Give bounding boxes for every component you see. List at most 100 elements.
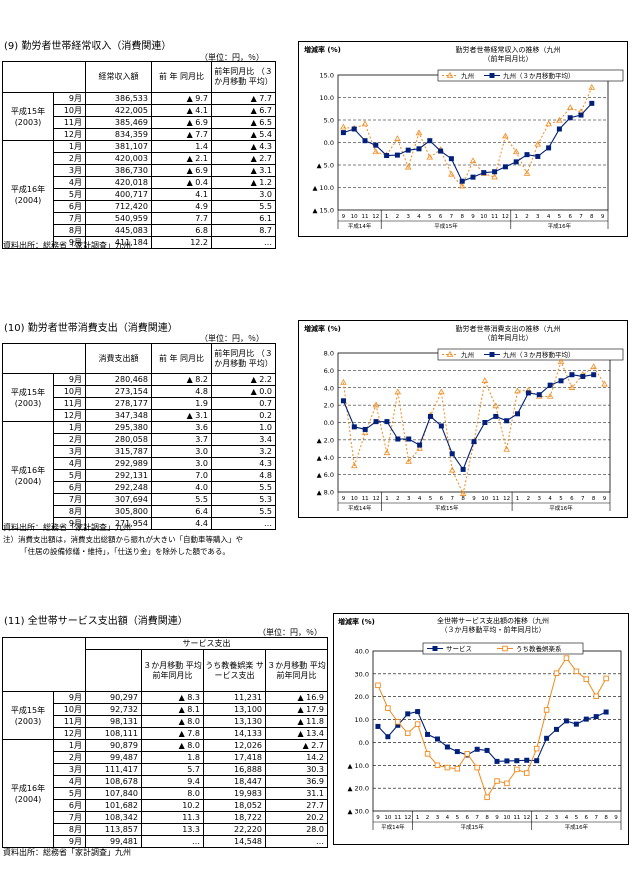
value-cell: ▲ 13.4 bbox=[265, 727, 328, 740]
data-point bbox=[415, 709, 421, 715]
data-point bbox=[474, 764, 480, 771]
value-cell: 6.8 bbox=[151, 224, 212, 237]
x-tick-label: 12 bbox=[502, 214, 509, 220]
section-11-unit: （単位：円，％） bbox=[258, 628, 322, 637]
x-tick-label: 1 bbox=[385, 496, 389, 502]
data-point bbox=[514, 758, 520, 764]
value-cell: 19,983 bbox=[203, 787, 266, 800]
value-cell: 1.9 bbox=[151, 397, 212, 410]
data-point bbox=[340, 378, 347, 385]
year-group-label: 平成16年 bbox=[548, 222, 572, 230]
data-point bbox=[384, 419, 390, 425]
data-point bbox=[524, 152, 530, 158]
data-point bbox=[362, 138, 368, 144]
data-point bbox=[394, 388, 402, 395]
table-row: 8月 445,083 6.8 8.7 bbox=[3, 224, 276, 237]
value-cell: ▲ 3.1 bbox=[211, 164, 276, 177]
table-row: 7月 540,959 7.7 6.1 bbox=[3, 212, 276, 225]
data-point bbox=[563, 655, 570, 661]
data-point bbox=[525, 390, 531, 396]
value-cell: 108,342 bbox=[85, 811, 142, 824]
y-tick-label: 0.0 bbox=[359, 739, 369, 747]
value-cell: 420,003 bbox=[85, 152, 152, 165]
table-row: 9月 411,184 12.2… bbox=[3, 236, 276, 249]
data-point bbox=[601, 380, 608, 387]
x-tick-label: 5 bbox=[456, 815, 460, 821]
value-cell: 292,248 bbox=[85, 481, 152, 494]
value-cell: 4.3 bbox=[211, 457, 276, 470]
x-tick-label: 6 bbox=[570, 496, 574, 502]
spending-chart: 8.0 6.0 4.0 2.0 0.0 ▲ 2.0 ▲ 4.0 ▲ 6.0 ▲ 8.0 増減率 (… bbox=[298, 320, 628, 518]
year-group-label: 平成14年 bbox=[348, 504, 372, 512]
year-group-label: 平成16年 bbox=[549, 504, 573, 512]
value-cell: ▲ 11.8 bbox=[265, 715, 328, 728]
data-point bbox=[492, 169, 498, 175]
section-10-title: (10) 勤労者世帯消費支出（消費関連） bbox=[4, 323, 178, 334]
value-cell: 3.6 bbox=[151, 421, 212, 434]
x-tick-label: 11 bbox=[362, 214, 369, 220]
data-point bbox=[603, 675, 609, 682]
x-tick-label: 1 bbox=[514, 214, 518, 220]
legend-label: うち教養娯楽系 bbox=[516, 644, 562, 653]
data-point bbox=[514, 387, 521, 394]
data-point bbox=[340, 130, 346, 136]
data-point bbox=[406, 436, 412, 442]
data-point bbox=[546, 392, 554, 399]
data-point bbox=[524, 757, 530, 763]
year-cell: 平成15年 (2003) bbox=[2, 373, 54, 422]
data-point bbox=[566, 104, 574, 111]
data-point bbox=[417, 442, 423, 448]
data-point bbox=[405, 711, 411, 717]
data-point bbox=[438, 148, 444, 154]
value-cell: ▲ 6.9 bbox=[151, 164, 212, 177]
data-point bbox=[340, 123, 347, 130]
value-cell: 13.3 bbox=[141, 823, 204, 836]
data-point bbox=[458, 182, 466, 189]
data-point bbox=[416, 146, 422, 152]
month-cell: 12月 bbox=[53, 128, 86, 141]
year-group-label: 平成15年 bbox=[435, 504, 459, 512]
x-tick-label: 12 bbox=[372, 214, 379, 220]
data-point bbox=[384, 153, 390, 159]
x-tick-label: 11 bbox=[513, 815, 520, 821]
x-tick-label: 12 bbox=[404, 815, 411, 821]
value-cell: 5.5 bbox=[211, 200, 276, 213]
x-tick-label: 4 bbox=[565, 815, 569, 821]
x-tick-label: 5 bbox=[559, 496, 563, 502]
x-tick-label: 8 bbox=[460, 214, 464, 220]
month-cell: 9月 bbox=[53, 691, 86, 704]
table-row: 4月 292,989 3.0 4.3 bbox=[3, 457, 276, 470]
x-tick-label: 2 bbox=[527, 496, 531, 502]
data-point bbox=[504, 758, 510, 764]
x-tick-label: 4 bbox=[446, 815, 450, 821]
data-point bbox=[373, 142, 379, 148]
y-tick-label: 10.0 bbox=[320, 94, 334, 102]
value-cell: 385,469 bbox=[85, 116, 152, 129]
x-tick-label: 7 bbox=[450, 496, 454, 502]
x-tick-label: 1 bbox=[535, 815, 539, 821]
y-tick-label: ▲ 6.0 bbox=[317, 471, 334, 479]
value-cell: 99,481 bbox=[85, 835, 142, 848]
x-tick-label: 12 bbox=[523, 815, 530, 821]
data-point bbox=[492, 402, 500, 409]
value-cell: 315,787 bbox=[85, 445, 152, 458]
year-group-label: 平成15年 bbox=[434, 222, 458, 230]
value-cell: 11,231 bbox=[203, 691, 266, 704]
data-point bbox=[589, 100, 595, 106]
value-cell: 3.2 bbox=[211, 445, 276, 458]
data-point bbox=[362, 426, 368, 432]
data-point bbox=[502, 132, 509, 139]
x-tick-label: 1 bbox=[416, 815, 420, 821]
y-tick-label: 20.0 bbox=[355, 693, 369, 701]
x-tick-label: 8 bbox=[604, 815, 608, 821]
data-point bbox=[578, 112, 584, 118]
value-cell: 92,732 bbox=[85, 703, 142, 716]
data-point bbox=[464, 751, 470, 757]
value-cell: ▲ 6.7 bbox=[211, 104, 276, 117]
x-tick-label: 4 bbox=[418, 496, 422, 502]
value-cell: 278,177 bbox=[85, 397, 152, 410]
value-cell: … bbox=[141, 835, 204, 848]
value-cell: 4.1 bbox=[151, 188, 212, 201]
x-tick-label: 4 bbox=[548, 496, 552, 502]
value-cell: ▲ 8.0 bbox=[141, 739, 204, 752]
